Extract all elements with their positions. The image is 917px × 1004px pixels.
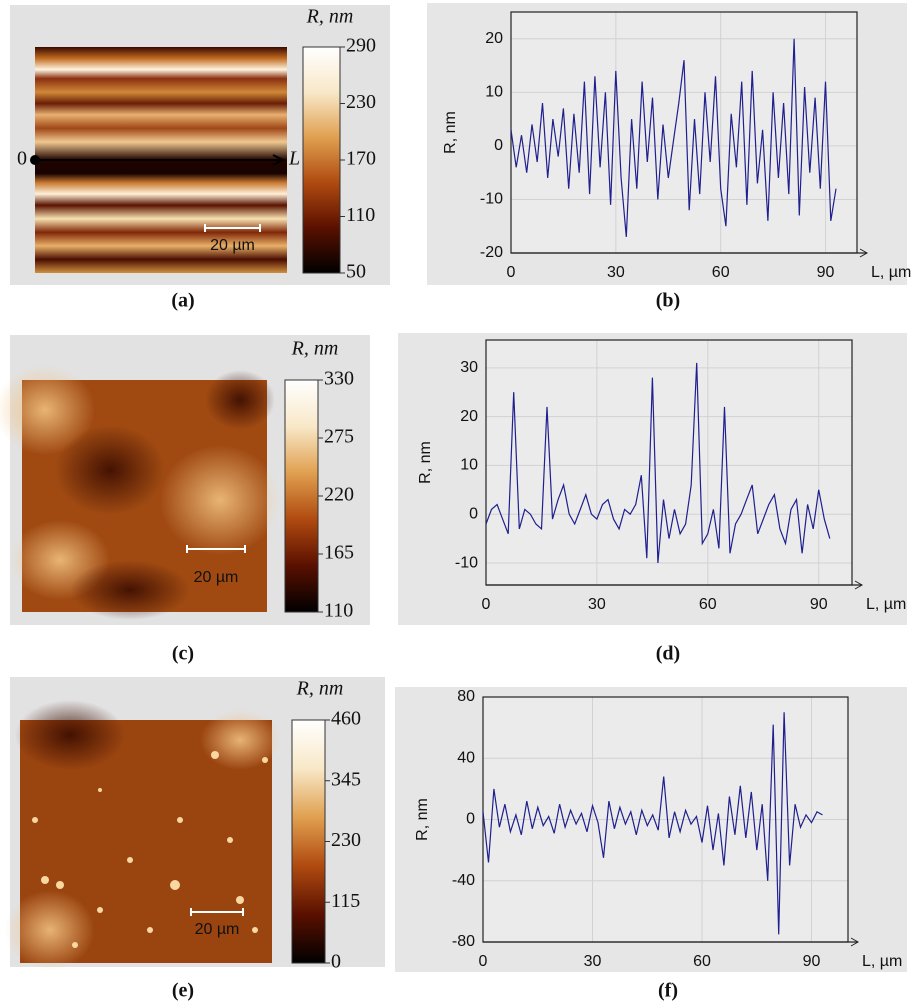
panel-label: (c) [172, 643, 194, 665]
y-tick-label: 30 [460, 359, 478, 376]
x-tick-label: 0 [479, 953, 488, 970]
x-tick-label: 0 [507, 264, 516, 281]
colorbar-tick-label: 230 [346, 91, 376, 113]
x-tick-label: 60 [693, 953, 711, 970]
y-axis-label: R, nm [417, 441, 434, 484]
y-tick-label: 20 [460, 408, 478, 425]
profile-start-dot [30, 155, 40, 165]
panel-label: (e) [172, 980, 194, 1002]
colorbar [302, 46, 341, 274]
colorbar-tick-label: 170 [346, 148, 376, 170]
y-axis-label: R, nm [442, 111, 459, 154]
x-tick-label: 30 [607, 264, 625, 281]
y-tick-label: 20 [485, 30, 503, 47]
x-axis-label: L, µm [866, 596, 906, 613]
panel-label: (d) [656, 643, 680, 665]
y-tick-label: 0 [494, 137, 503, 154]
y-axis-label: R, nm [414, 798, 431, 841]
y-tick-label: -20 [480, 244, 503, 261]
x-axis-label: L, µm [871, 264, 911, 281]
colorbar-tick-label: 345 [331, 768, 361, 790]
y-tick-label: 40 [457, 749, 475, 766]
colorbar-label: R, nm [296, 678, 344, 700]
profile-arrow [272, 154, 286, 166]
x-tick-label: 60 [699, 596, 717, 613]
y-tick-label: 10 [485, 84, 503, 101]
colorbar-tick-label: 460 [331, 708, 361, 730]
y-tick-label: 80 [457, 688, 475, 705]
colorbar-tick-label: 115 [331, 890, 360, 912]
x-axis-arrow [850, 937, 860, 947]
panel-label: (f) [658, 980, 678, 1002]
y-tick-label: 0 [469, 505, 478, 522]
colorbar-tick-label: 220 [324, 484, 354, 506]
x-axis-arrow [859, 248, 869, 258]
y-tick-label: 10 [460, 457, 478, 474]
colorbar-tick-label: 290 [346, 35, 376, 57]
profile-start-label: 0 [17, 148, 27, 170]
colorbar-tick-label: 230 [331, 829, 361, 851]
x-tick-label: 30 [584, 953, 602, 970]
scale-bar-label: 20 µm [210, 237, 255, 254]
profile-end-label: L [288, 148, 300, 170]
y-tick-label: -40 [452, 872, 475, 889]
colorbar-tick-label: 110 [324, 600, 353, 622]
y-tick-label: -10 [455, 554, 478, 571]
afm-image [5, 700, 280, 970]
colorbar [284, 379, 319, 613]
colorbar-tick-label: 0 [331, 951, 341, 973]
colorbar-tick-label: 275 [324, 426, 354, 448]
x-tick-label: 90 [817, 264, 835, 281]
afm-image [0, 365, 280, 620]
y-tick-label: -80 [452, 933, 475, 950]
colorbar [291, 719, 326, 964]
x-tick-label: 90 [810, 596, 828, 613]
x-axis-label: L, µm [862, 953, 902, 970]
y-tick-label: -10 [480, 191, 503, 208]
scale-bar-label: 20 µm [194, 569, 239, 586]
profile-line [510, 38, 837, 237]
colorbar-tick-label: 165 [324, 542, 354, 564]
scale-bar-label: 20 µm [195, 921, 240, 938]
x-tick-label: 60 [712, 264, 730, 281]
plot-area [511, 12, 857, 253]
colorbar-tick-label: 50 [346, 261, 366, 283]
colorbar-tick-label: 330 [324, 368, 354, 390]
x-tick-label: 90 [803, 953, 821, 970]
profile-line [485, 362, 831, 564]
panel-label: (a) [171, 290, 194, 312]
colorbar-tick-label: 110 [346, 204, 375, 226]
profile-line [482, 712, 823, 935]
colorbar-label: R, nm [291, 338, 339, 360]
x-axis-arrow [854, 580, 864, 590]
x-tick-label: 30 [588, 596, 606, 613]
colorbar-label: R, nm [306, 6, 354, 28]
y-tick-label: 0 [466, 811, 475, 828]
x-tick-label: 0 [482, 596, 491, 613]
panel-label: (b) [656, 290, 680, 312]
plot-area [486, 340, 852, 585]
